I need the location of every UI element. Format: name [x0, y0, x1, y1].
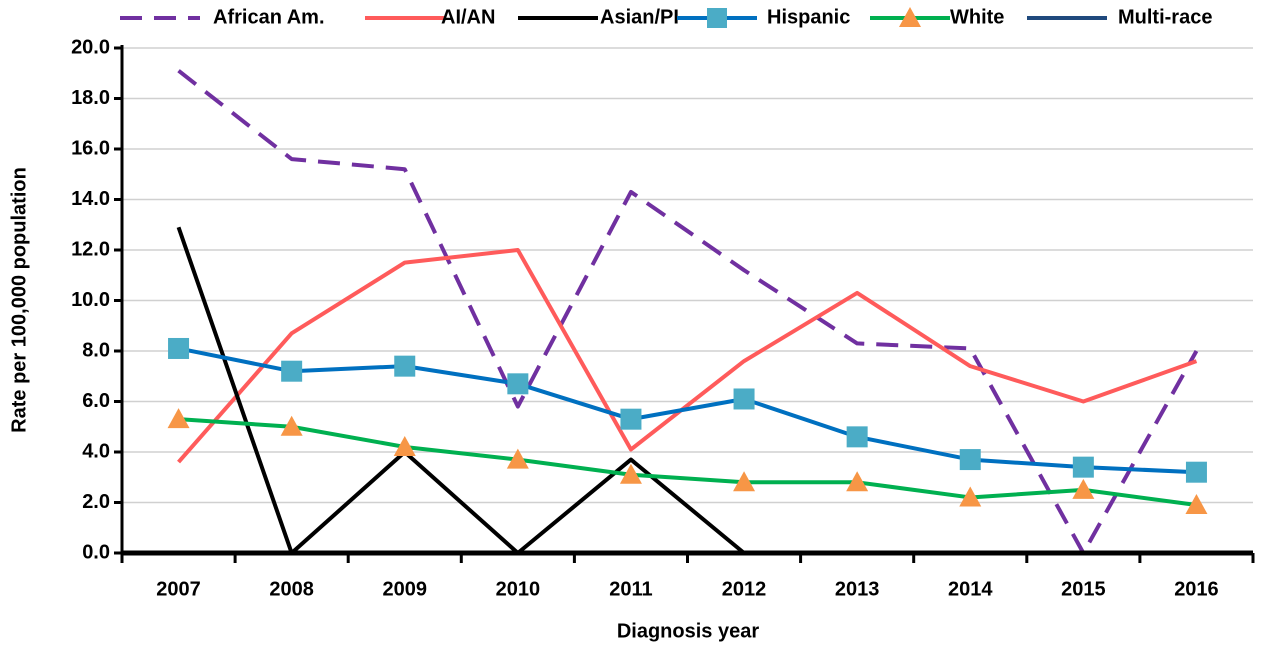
y-tick-label: 12.0 — [71, 238, 110, 260]
legend-label: White — [950, 6, 1004, 28]
y-tick-label: 20.0 — [71, 36, 110, 58]
y-tick-label: 16.0 — [71, 137, 110, 159]
y-tick-label: 2.0 — [82, 491, 110, 513]
legend-marker — [899, 7, 921, 27]
x-tick-label: 2009 — [383, 578, 428, 600]
x-tick-label: 2013 — [835, 578, 880, 600]
marker — [846, 471, 869, 492]
marker — [959, 449, 981, 471]
marker — [506, 448, 529, 469]
series-line — [178, 346, 1197, 475]
marker — [168, 337, 190, 359]
marker — [733, 388, 755, 410]
y-tick-label: 6.0 — [82, 390, 110, 412]
marker — [619, 463, 642, 484]
marker — [281, 360, 303, 382]
marker — [1072, 456, 1094, 478]
legend-marker — [707, 8, 727, 28]
legend-label: African Am. — [213, 6, 325, 28]
y-tick-label: 0.0 — [82, 541, 110, 563]
marker — [846, 426, 868, 448]
legend-label: Multi-race — [1118, 6, 1212, 28]
marker — [959, 486, 982, 507]
marker — [620, 408, 642, 430]
marker — [507, 373, 529, 395]
x-tick-label: 2011 — [609, 578, 652, 600]
x-tick-label: 2016 — [1174, 578, 1219, 600]
y-axis-title: Rate per 100,000 population — [8, 167, 30, 433]
y-tick-label: 8.0 — [82, 339, 110, 361]
x-tick-label: 2014 — [948, 578, 993, 600]
y-tick-label: 4.0 — [82, 440, 110, 462]
legend-label: Asian/PI — [600, 6, 679, 28]
legend-label: Hispanic — [767, 6, 850, 28]
marker — [1072, 478, 1095, 499]
marker — [167, 408, 190, 429]
series-line — [177, 69, 1199, 555]
marker — [394, 355, 416, 377]
x-tick-label: 2007 — [156, 578, 201, 600]
series-line — [177, 248, 1198, 464]
marker — [1185, 494, 1208, 515]
x-tick-label: 2008 — [269, 578, 314, 600]
marker — [1185, 461, 1207, 483]
y-tick-label: 18.0 — [71, 87, 110, 109]
marker — [733, 471, 756, 492]
x-tick-label: 2015 — [1061, 578, 1106, 600]
marker — [280, 415, 303, 436]
y-tick-label: 14.0 — [71, 188, 110, 210]
marker — [393, 435, 416, 456]
x-tick-label: 2010 — [496, 578, 541, 600]
y-tick-label: 10.0 — [71, 289, 110, 311]
legend-label: AI/AN — [441, 6, 495, 28]
x-axis-title: Diagnosis year — [617, 620, 760, 642]
x-tick-label: 2012 — [722, 578, 767, 600]
series-line — [178, 417, 1197, 508]
